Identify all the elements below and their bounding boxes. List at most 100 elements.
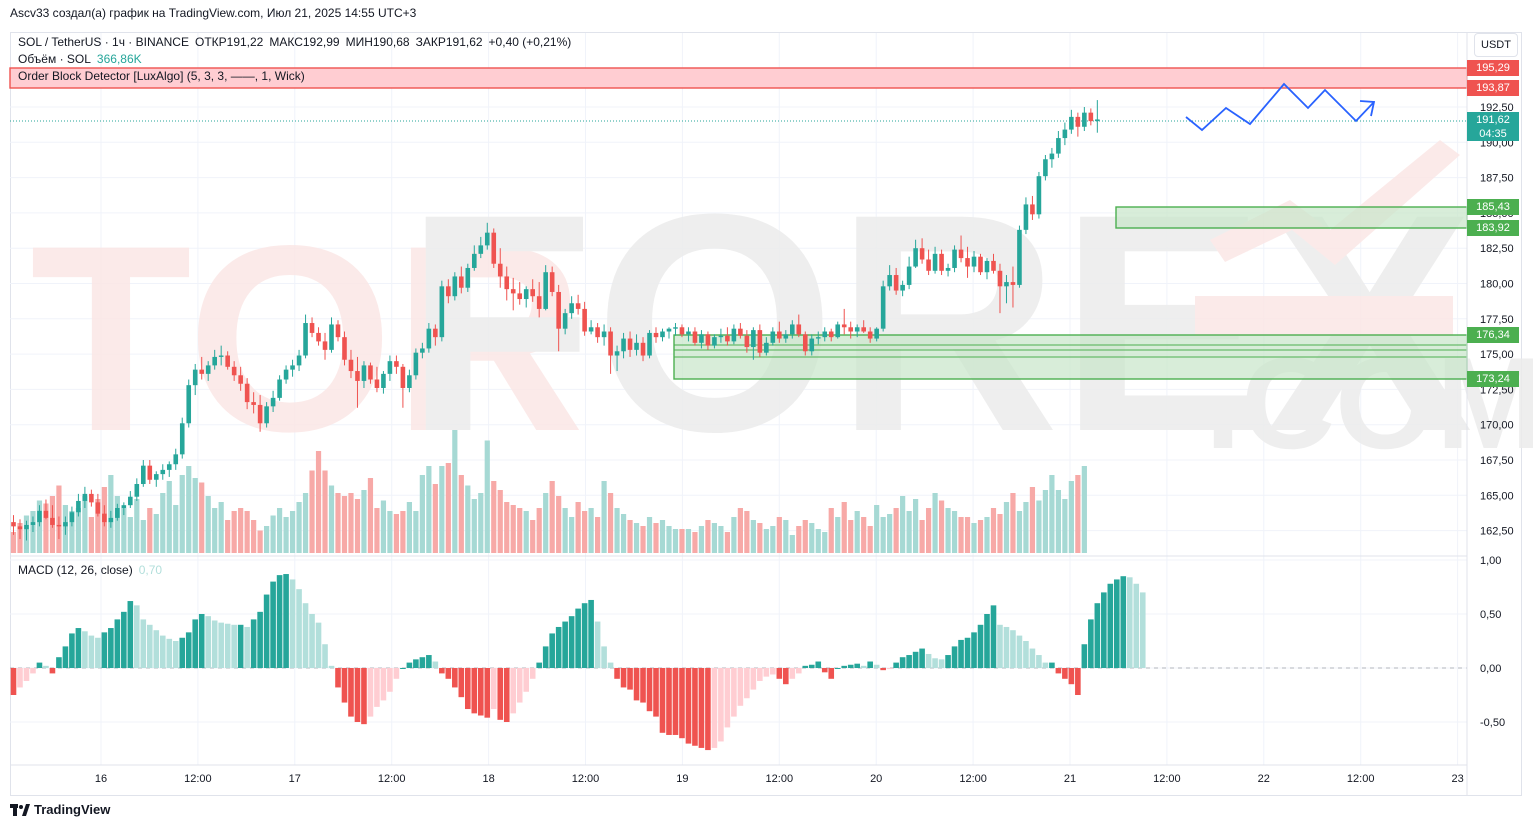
candle-body: [595, 327, 600, 338]
candle-body: [926, 259, 931, 271]
volume-bar: [757, 523, 763, 553]
macd-bar: [354, 668, 361, 722]
macd-bar: [121, 611, 127, 668]
candle-body: [556, 291, 561, 329]
macd-bar: [276, 575, 283, 668]
macd-bar: [309, 614, 315, 668]
macd-bar: [542, 646, 549, 668]
legend-row-macd[interactable]: MACD (12, 26, close) 0,70: [18, 563, 162, 577]
candle-body: [699, 334, 704, 343]
volume-bar: [763, 529, 769, 553]
volume-bar: [809, 523, 815, 553]
macd-bar: [127, 601, 134, 668]
price-tick-label: 192,50: [1480, 102, 1514, 114]
macd-bar: [43, 665, 49, 668]
candle-body: [848, 327, 854, 332]
volume-bar: [406, 502, 412, 553]
time-tick-label: 12:00: [1347, 773, 1375, 785]
candle-body: [1062, 129, 1068, 139]
volume-bar: [874, 505, 880, 553]
volume-bar: [964, 517, 971, 553]
macd-bar: [341, 668, 348, 703]
candle-body: [614, 351, 620, 356]
macd-bar: [633, 668, 640, 701]
tradingview-logo[interactable]: TradingView: [10, 802, 110, 817]
macd-bar: [867, 661, 873, 668]
candle-body: [913, 248, 918, 267]
volume-bar: [640, 526, 646, 553]
volume-bar: [445, 463, 451, 553]
time-tick-label: 12:00: [959, 773, 987, 785]
candle-body: [627, 338, 633, 350]
macd-bar: [146, 624, 153, 668]
candle-body: [108, 517, 114, 523]
volume-bar: [1055, 490, 1061, 553]
macd-bar: [763, 668, 770, 677]
volume-bar: [199, 482, 205, 553]
macd-bar: [490, 668, 497, 710]
candle-body: [984, 260, 990, 273]
candle-body: [290, 365, 295, 370]
candle-body: [115, 508, 120, 518]
volume-bar: [549, 481, 555, 553]
volume-bar: [711, 523, 718, 553]
candle-body: [653, 332, 659, 338]
legend-row-indicator[interactable]: Order Block Detector [LuxAlgo] (5, 3, 3,…: [18, 69, 305, 83]
candle-body: [802, 334, 808, 352]
volume-bar: [880, 517, 886, 553]
currency-button[interactable]: USDT: [1474, 33, 1518, 57]
candle-body: [199, 369, 205, 374]
time-tick-label: 22: [1258, 773, 1270, 785]
candle-body: [517, 293, 523, 300]
macd-bar: [744, 668, 750, 699]
macd-bar: [841, 665, 848, 668]
macd-bar: [432, 661, 439, 668]
candles: [11, 100, 1100, 541]
macd-bar: [69, 633, 75, 668]
macd-bar: [1049, 662, 1055, 668]
candle-body: [835, 324, 841, 338]
price-tag-ob-top: 195,29: [1467, 60, 1519, 76]
legend-macd-value: 0,70: [138, 563, 163, 577]
macd-bar: [1023, 641, 1029, 668]
candle-body: [426, 328, 432, 349]
macd-bar: [1029, 648, 1036, 668]
candle-body: [212, 356, 217, 366]
volume-bar: [380, 500, 387, 553]
volume-bar: [43, 503, 49, 553]
volume-bar: [854, 511, 860, 553]
macd-bar: [601, 646, 607, 668]
candle-body: [1049, 153, 1055, 160]
volume-bar: [328, 485, 335, 553]
candle-body: [303, 323, 308, 356]
price-tick-label: 180,00: [1480, 279, 1514, 291]
candle-body: [37, 510, 42, 523]
volume-bar: [984, 517, 990, 553]
legend-row-price[interactable]: SOL / TetherUS · 1ч · BINANCE ОТКР191,22…: [18, 35, 571, 49]
macd-bar: [1010, 630, 1016, 668]
time-tick-label: 16: [95, 773, 107, 785]
volume-bar: [439, 466, 445, 553]
candle-body: [510, 289, 516, 294]
volume-bar: [750, 520, 756, 553]
macd-bar: [873, 664, 880, 668]
legend-row-volume[interactable]: Объём · SOL 366,86K: [18, 52, 142, 66]
candle-body: [880, 286, 886, 329]
candle-body: [1082, 112, 1087, 127]
candle-body: [906, 266, 912, 285]
candle-body: [893, 275, 899, 291]
candle-body: [186, 385, 192, 424]
candle-body: [718, 335, 724, 338]
macd-bar: [413, 659, 419, 668]
macd-bar: [56, 657, 62, 668]
volume-bar: [1075, 475, 1081, 553]
time-tick-label: 18: [482, 773, 494, 785]
volume-bar: [646, 517, 653, 553]
macd-bar: [971, 632, 977, 668]
candle-body: [76, 500, 81, 513]
volume-bar: [1081, 466, 1087, 553]
macd-bar: [257, 611, 263, 668]
candle-body: [725, 335, 730, 342]
candle-body: [712, 337, 717, 346]
